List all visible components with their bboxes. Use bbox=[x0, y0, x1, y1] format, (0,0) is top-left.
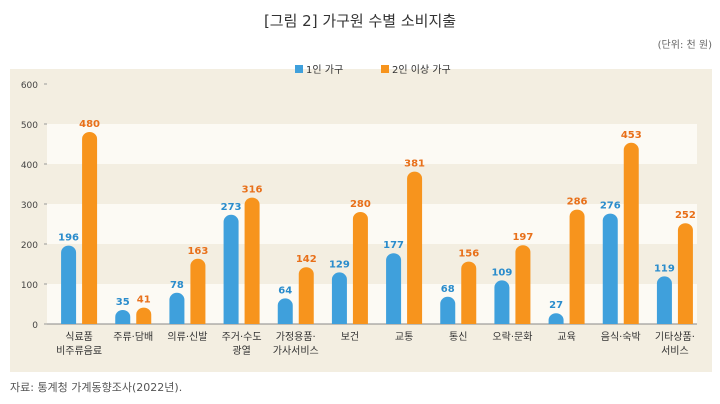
bar bbox=[298, 267, 314, 324]
data-label: 78 bbox=[170, 280, 184, 291]
data-label: 64 bbox=[278, 285, 292, 296]
data-label: 41 bbox=[137, 295, 151, 306]
x-tick-label: 통신 bbox=[449, 331, 467, 343]
data-label: 381 bbox=[404, 159, 425, 170]
data-label: 286 bbox=[567, 197, 588, 208]
x-tick-label: 기타상품· bbox=[655, 331, 695, 343]
legend-label: 2인 이상 가구 bbox=[392, 64, 451, 76]
bar bbox=[82, 132, 98, 324]
data-label: 27 bbox=[549, 300, 563, 311]
bar bbox=[115, 310, 131, 324]
data-label: 35 bbox=[116, 297, 130, 308]
data-label: 316 bbox=[242, 185, 263, 196]
y-tick-label: 100 bbox=[21, 281, 38, 291]
bar bbox=[569, 209, 585, 324]
bar bbox=[494, 280, 510, 324]
bar bbox=[623, 142, 639, 324]
x-tick-label: 의류·신발 bbox=[167, 331, 207, 343]
legend-label: 1인 가구 bbox=[306, 64, 343, 76]
legend-swatch bbox=[295, 65, 303, 73]
data-label: 280 bbox=[350, 199, 371, 210]
y-tick-label: 300 bbox=[21, 201, 38, 211]
y-tick-label: 200 bbox=[21, 241, 38, 251]
y-tick-label: 500 bbox=[21, 121, 38, 131]
x-tick-label: 가사서비스 bbox=[273, 345, 319, 357]
y-tick-label: 400 bbox=[21, 161, 38, 171]
x-tick-label: 교육 bbox=[557, 331, 575, 343]
data-label: 156 bbox=[458, 249, 479, 260]
grid-band bbox=[47, 84, 697, 124]
x-tick-label: 보건 bbox=[341, 331, 359, 343]
grid-band bbox=[47, 124, 697, 164]
x-tick-label: 서비스 bbox=[661, 345, 689, 357]
bar bbox=[548, 313, 564, 324]
bar bbox=[677, 223, 693, 324]
data-label: 163 bbox=[187, 246, 208, 257]
x-tick-label: 식료품 bbox=[65, 331, 93, 343]
bar bbox=[277, 298, 293, 324]
bar bbox=[461, 261, 477, 324]
grid-band bbox=[47, 204, 697, 244]
x-tick-label: 음식·숙박 bbox=[601, 331, 641, 343]
x-tick-label: 교통 bbox=[395, 331, 413, 343]
bar bbox=[61, 245, 77, 324]
data-label: 129 bbox=[329, 259, 350, 270]
bar bbox=[440, 296, 456, 324]
data-label: 109 bbox=[491, 267, 512, 278]
x-tick-label: 가정용품· bbox=[276, 331, 316, 343]
bar bbox=[656, 276, 672, 324]
data-label: 252 bbox=[675, 210, 696, 221]
data-label: 68 bbox=[441, 284, 455, 295]
data-label: 197 bbox=[512, 232, 533, 243]
y-tick-label: 600 bbox=[21, 81, 38, 91]
data-label: 453 bbox=[621, 130, 642, 141]
bar bbox=[169, 292, 185, 324]
bar bbox=[223, 214, 239, 324]
grid-band bbox=[47, 284, 697, 324]
data-label: 276 bbox=[600, 201, 621, 212]
data-label: 119 bbox=[654, 263, 675, 274]
x-tick-label: 광열 bbox=[232, 345, 250, 357]
y-tick-label: 0 bbox=[32, 321, 38, 331]
data-label: 177 bbox=[383, 240, 404, 251]
bar bbox=[244, 197, 260, 324]
bar bbox=[407, 171, 423, 324]
x-tick-label: 주류·담배 bbox=[113, 331, 153, 343]
unit-label: (단위: 천 원) bbox=[657, 40, 712, 51]
source-note: 자료: 통계청 가계동향조사(2022년). bbox=[10, 381, 183, 394]
x-tick-label: 비주류음료 bbox=[56, 345, 102, 357]
bar bbox=[331, 272, 347, 324]
bar bbox=[515, 245, 531, 324]
bar bbox=[352, 212, 368, 324]
data-label: 480 bbox=[79, 119, 100, 130]
x-tick-label: 주거·수도 bbox=[222, 331, 262, 343]
bar bbox=[602, 213, 618, 324]
data-label: 142 bbox=[296, 254, 317, 265]
chart-title: [그림 2] 가구원 수별 소비지출 bbox=[263, 12, 457, 30]
bar bbox=[190, 258, 206, 324]
bar bbox=[386, 253, 402, 324]
data-label: 196 bbox=[58, 233, 79, 244]
x-tick-label: 오락·문화 bbox=[492, 331, 532, 343]
bar bbox=[136, 307, 152, 324]
data-label: 273 bbox=[221, 202, 242, 213]
legend-swatch bbox=[381, 65, 389, 73]
grid-band bbox=[47, 164, 697, 204]
grid-band bbox=[47, 244, 697, 284]
